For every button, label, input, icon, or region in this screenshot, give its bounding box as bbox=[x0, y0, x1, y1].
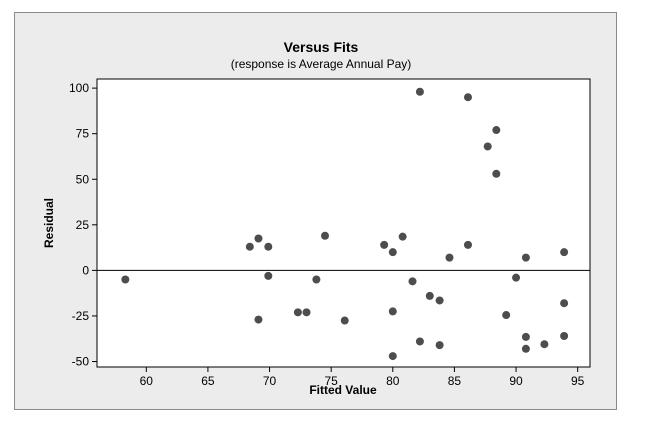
scatter-point bbox=[380, 240, 389, 249]
y-axis-label: Residual bbox=[42, 198, 56, 248]
scatter-point bbox=[445, 253, 454, 262]
scatter-point bbox=[435, 296, 444, 305]
scatter-point bbox=[293, 308, 302, 317]
x-tick-label: 75 bbox=[324, 374, 338, 388]
scatter-point bbox=[388, 248, 397, 257]
scatter-point bbox=[312, 275, 321, 284]
y-tick-label: 0 bbox=[82, 263, 89, 277]
scatter-point bbox=[264, 242, 273, 251]
scatter-point bbox=[521, 344, 530, 353]
x-axis-label: Fitted Value bbox=[309, 383, 377, 397]
x-tick-label: 85 bbox=[448, 374, 462, 388]
chart-subtitle: (response is Average Annual Pay) bbox=[231, 57, 412, 71]
x-tick-label: 70 bbox=[263, 374, 277, 388]
scatter-point bbox=[492, 169, 501, 178]
scatter-point bbox=[415, 87, 424, 96]
scatter-point bbox=[521, 253, 530, 262]
x-tick-label: 80 bbox=[386, 374, 400, 388]
y-tick-label: -50 bbox=[72, 355, 90, 369]
scatter-point bbox=[121, 275, 130, 284]
y-tick-label: 50 bbox=[76, 172, 90, 186]
scatter-point bbox=[245, 242, 254, 251]
scatter-point bbox=[512, 273, 521, 282]
scatter-point bbox=[540, 340, 549, 349]
scatter-point bbox=[388, 352, 397, 361]
y-tick-label: -25 bbox=[72, 309, 90, 323]
scatter-point bbox=[415, 337, 424, 346]
scatter-point bbox=[435, 341, 444, 350]
scatter-point bbox=[492, 126, 501, 135]
y-tick-label: 100 bbox=[69, 81, 89, 95]
scatter-point bbox=[254, 315, 263, 324]
scatter-point bbox=[560, 332, 569, 341]
chart-frame: Versus Fits (response is Average Annual … bbox=[14, 12, 617, 410]
scatter-point bbox=[388, 307, 397, 316]
scatter-point bbox=[560, 299, 569, 308]
scatter-point bbox=[408, 277, 417, 286]
scatter-point bbox=[264, 271, 273, 280]
x-tick-label: 60 bbox=[140, 374, 154, 388]
scatter-point bbox=[425, 291, 434, 300]
scatter-point bbox=[254, 234, 263, 243]
scatter-point bbox=[560, 248, 569, 257]
scatter-point bbox=[483, 142, 492, 151]
scatter-point bbox=[340, 316, 349, 325]
x-axis: 60 65 70 75 80 85 90 95 bbox=[140, 367, 585, 388]
chart-title: Versus Fits bbox=[284, 39, 359, 55]
scatter-point bbox=[321, 231, 330, 240]
x-tick-label: 65 bbox=[201, 374, 215, 388]
scatter-point bbox=[302, 308, 311, 317]
scatter-point bbox=[398, 232, 407, 241]
data-points bbox=[121, 87, 569, 361]
scatter-point bbox=[502, 311, 511, 320]
scatter-point bbox=[463, 240, 472, 249]
y-tick-label: 75 bbox=[76, 127, 90, 141]
x-tick-label: 95 bbox=[571, 374, 585, 388]
x-tick-label: 90 bbox=[509, 374, 523, 388]
y-axis: -50 -25 0 25 50 75 100 bbox=[69, 81, 97, 369]
scatter-point bbox=[521, 332, 530, 341]
residual-plot: Versus Fits (response is Average Annual … bbox=[42, 39, 591, 397]
y-tick-label: 25 bbox=[76, 218, 90, 232]
scatter-point bbox=[463, 93, 472, 102]
